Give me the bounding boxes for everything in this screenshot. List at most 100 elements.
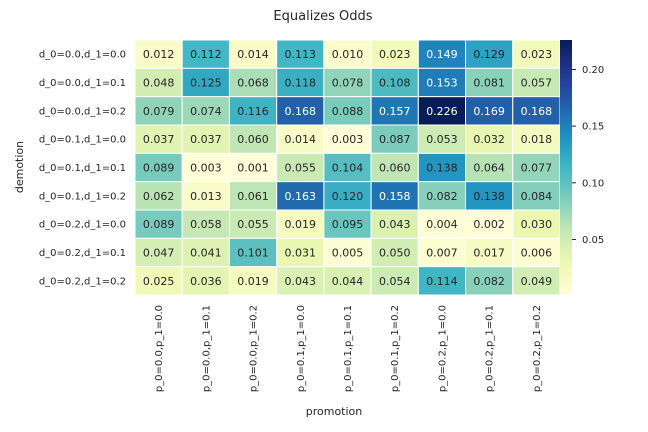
cell-value-label: 0.089 (143, 162, 175, 175)
y-tick-label: d_0=0.0,d_1=0.0 (39, 50, 126, 61)
cell-value-label: 0.060 (237, 133, 269, 146)
cell-value-label: 0.114 (426, 275, 458, 288)
cell-value-label: 0.023 (521, 48, 553, 61)
cell-value-label: 0.169 (473, 105, 505, 118)
cell-value-label: 0.120 (332, 190, 364, 203)
cell-value-label: 0.003 (190, 162, 222, 175)
cell-value-label: 0.018 (521, 133, 553, 146)
heatmap-cell (465, 181, 514, 211)
cell-value-label: 0.025 (143, 275, 175, 288)
cell-value-label: 0.084 (521, 190, 553, 203)
heatmap-cell (323, 67, 372, 98)
colorbar-tick-label: 0.20 (582, 65, 604, 76)
colorbar-tick-label: 0.05 (582, 235, 604, 246)
cell-value-label: 0.047 (143, 247, 175, 260)
cell-value-label: 0.079 (143, 105, 175, 118)
cell-value-label: 0.032 (473, 133, 505, 146)
heatmap-cell (370, 181, 419, 211)
cell-value-label: 0.044 (332, 275, 364, 288)
heatmap-cell (181, 181, 230, 211)
heatmap-cell (276, 237, 325, 268)
heatmap-cell (134, 96, 183, 126)
cell-value-label: 0.077 (521, 162, 553, 175)
cell-value-label: 0.002 (473, 218, 505, 231)
cell-value-label: 0.036 (190, 275, 222, 288)
heatmap-cell (465, 39, 514, 69)
y-tick-label: d_0=0.1,d_1=0.0 (39, 135, 126, 146)
cell-value-label: 0.010 (332, 48, 364, 61)
x-tick-label: p_0=0.0,p_1=0.1 (201, 305, 212, 392)
cell-value-label: 0.138 (426, 162, 458, 175)
heatmap-cell (370, 237, 419, 268)
cell-value-label: 0.013 (190, 190, 222, 203)
heatmap-cell (181, 124, 230, 154)
heatmap-cell (228, 266, 278, 296)
cell-value-label: 0.095 (332, 218, 364, 231)
heatmap-cell (134, 152, 183, 183)
cell-value-label: 0.068 (237, 77, 269, 90)
heatmap-cell (228, 237, 278, 268)
x-tick-label: p_0=0.0,p_1=0.2 (249, 305, 260, 392)
cell-value-label: 0.158 (379, 190, 411, 203)
cell-value-label: 0.153 (426, 77, 458, 90)
cell-value-label: 0.003 (332, 133, 364, 146)
cell-value-label: 0.058 (190, 218, 222, 231)
heatmap-cell (417, 266, 467, 296)
cell-value-label: 0.062 (143, 190, 175, 203)
chart-title: Equalizes Odds (273, 9, 372, 24)
cell-value-label: 0.031 (285, 247, 317, 260)
y-tick-label: d_0=0.2,d_1=0.2 (39, 276, 126, 287)
heatmap-cell (370, 266, 419, 296)
heatmap-cell (323, 96, 372, 126)
cell-value-label: 0.014 (285, 133, 317, 146)
colorbar-tick-label: 0.15 (582, 122, 604, 133)
heatmap-cell (134, 39, 183, 69)
cell-value-label: 0.061 (237, 190, 269, 203)
cell-value-label: 0.112 (190, 48, 222, 61)
y-tick-label: d_0=0.1,d_1=0.2 (39, 191, 126, 202)
heatmap-cell (465, 67, 514, 98)
x-tick-label: p_0=0.1,p_1=0.2 (390, 305, 401, 392)
y-tick-label: d_0=0.0,d_1=0.1 (39, 78, 126, 89)
cell-value-label: 0.125 (190, 77, 222, 90)
cell-value-label: 0.113 (285, 48, 317, 61)
y-tick-label: d_0=0.2,d_1=0.0 (39, 220, 126, 231)
heatmap-cell (134, 67, 183, 98)
cell-value-label: 0.108 (379, 77, 411, 90)
heatmap-cell (134, 181, 183, 211)
x-tick-labels: p_0=0.0,p_1=0.0 p_0=0.0,p_1=0.1 p_0=0.0,p_… (154, 305, 543, 392)
cell-value-label: 0.081 (473, 77, 505, 90)
heatmap-cell (323, 266, 372, 296)
heatmap-cell (228, 181, 278, 211)
cell-value-label: 0.014 (237, 48, 269, 61)
cell-value-label: 0.088 (332, 105, 364, 118)
cell-value-label: 0.001 (237, 162, 269, 175)
cell-value-label: 0.226 (426, 105, 458, 118)
cell-value-label: 0.055 (237, 218, 269, 231)
heatmap-cell (512, 181, 561, 211)
cell-value-label: 0.064 (473, 162, 505, 175)
cell-value-label: 0.037 (143, 133, 175, 146)
cell-value-label: 0.157 (379, 105, 411, 118)
heatmap-cell (276, 181, 325, 211)
cell-value-label: 0.004 (426, 218, 458, 231)
cell-value-label: 0.138 (473, 190, 505, 203)
heatmap-cell (134, 209, 183, 239)
heatmap-cell (276, 124, 325, 154)
x-tick-label: p_0=0.0,p_1=0.0 (154, 305, 165, 392)
cell-value-label: 0.087 (379, 133, 411, 146)
heatmap-cell (134, 124, 183, 154)
x-tick-label: p_0=0.2,p_1=0.2 (532, 305, 543, 392)
cell-value-label: 0.043 (285, 275, 317, 288)
heatmap-cell (512, 237, 561, 268)
colorbar-tick-label: 0.10 (582, 178, 604, 189)
heatmap-cell (323, 237, 372, 268)
cell-value-label: 0.104 (332, 162, 364, 175)
heatmap-cell (181, 39, 230, 69)
y-tick-label: d_0=0.2,d_1=0.1 (39, 248, 126, 259)
colorbar-ticks: 0.05 0.10 0.15 0.20 (572, 65, 604, 246)
heatmap-cell (370, 152, 419, 183)
cell-value-label: 0.082 (426, 190, 458, 203)
cell-value-label: 0.030 (521, 218, 553, 231)
heatmap-cell (370, 39, 419, 69)
